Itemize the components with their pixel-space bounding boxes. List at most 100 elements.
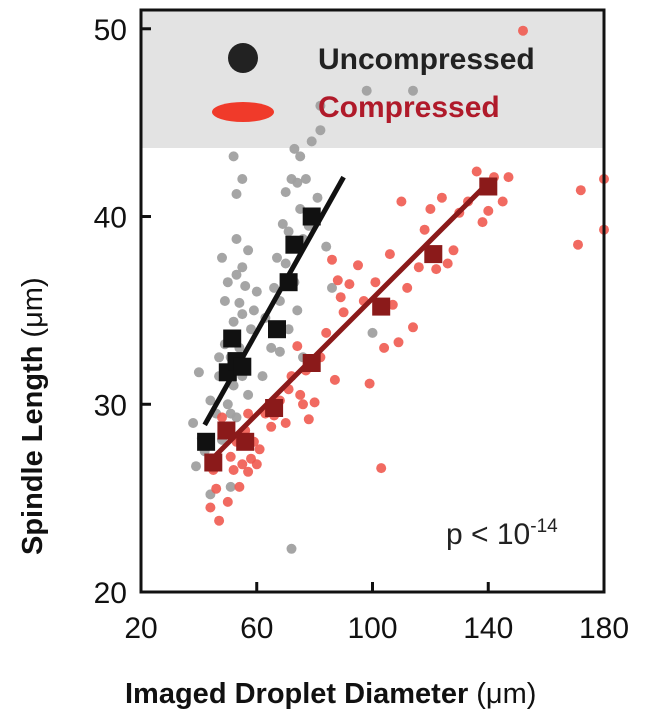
compressed-raw-point — [379, 342, 390, 353]
uncompressed-raw-point — [225, 481, 236, 492]
uncompressed-raw-point — [222, 277, 233, 288]
uncompressed-raw-point — [234, 297, 245, 308]
uncompressed-raw-point — [257, 371, 268, 382]
uncompressed-raw-point — [272, 252, 282, 263]
uncompressed-mean-marker — [285, 235, 304, 254]
uncompressed-mean-marker — [279, 273, 298, 292]
uncompressed-mean-marker — [268, 320, 286, 339]
x-tick-label: 100 — [347, 612, 397, 645]
compressed-raw-point — [573, 239, 583, 250]
uncompressed-raw-point — [277, 219, 288, 229]
x-axis-title: Imaged Droplet Diameter (μm) — [125, 678, 536, 710]
uncompressed-raw-point — [312, 192, 323, 203]
uncompressed-raw-point — [300, 174, 311, 184]
x-tick-label: 140 — [463, 612, 513, 645]
p-value-exponent: -14 — [530, 516, 558, 537]
uncompressed-raw-point — [280, 187, 291, 198]
uncompressed-raw-point — [361, 85, 372, 96]
compressed-raw-point — [471, 166, 482, 177]
y-tick-label: 40 — [94, 202, 127, 235]
uncompressed-raw-point — [295, 151, 306, 162]
compressed-raw-point — [228, 465, 239, 475]
compressed-raw-point — [338, 307, 349, 318]
legend-marker-compressed — [212, 102, 274, 122]
uncompressed-raw-point — [228, 316, 239, 327]
uncompressed-raw-point — [251, 286, 262, 297]
compressed-fit-line — [208, 180, 491, 463]
compressed-raw-point — [518, 25, 528, 36]
compressed-raw-point — [303, 414, 314, 425]
legend-band — [141, 10, 604, 148]
compressed-raw-point — [408, 322, 418, 333]
uncompressed-raw-point — [269, 282, 280, 293]
uncompressed-raw-point — [219, 296, 230, 306]
y-axis: 20 30 40 50 — [94, 14, 151, 610]
compressed-raw-point — [234, 481, 245, 492]
compressed-raw-point — [329, 374, 340, 385]
compressed-raw-point — [364, 378, 375, 389]
compressed-raw-point — [309, 397, 320, 408]
uncompressed-raw-point — [231, 269, 242, 280]
uncompressed-raw-point — [408, 85, 418, 96]
uncompressed-raw-point — [214, 352, 225, 363]
uncompressed-raw-point — [243, 389, 254, 400]
x-tick-label: 20 — [124, 612, 157, 645]
compressed-raw-point — [295, 389, 306, 400]
compressed-raw-point — [448, 245, 459, 256]
y-tick-label: 50 — [94, 14, 127, 47]
uncompressed-raw-point — [274, 346, 285, 357]
x-tick-label: 60 — [240, 612, 273, 645]
compressed-raw-point — [370, 277, 381, 288]
y-axis-title-unit: (μm) — [17, 277, 49, 337]
uncompressed-raw-point — [315, 125, 326, 136]
binned-means-layer — [197, 177, 498, 472]
y-tick-label: 20 — [94, 577, 127, 610]
compressed-raw-point — [335, 292, 346, 303]
uncompressed-raw-point — [266, 342, 277, 353]
uncompressed-mean-marker — [197, 432, 216, 451]
uncompressed-mean-marker — [233, 357, 252, 376]
compressed-raw-point — [483, 205, 494, 216]
uncompressed-raw-point — [321, 241, 332, 252]
compressed-raw-point — [292, 341, 303, 352]
compressed-raw-point — [266, 421, 277, 432]
uncompressed-raw-point — [283, 226, 294, 237]
compressed-raw-point — [225, 451, 236, 462]
compressed-raw-point — [237, 459, 248, 470]
compressed-mean-marker — [265, 399, 284, 417]
compressed-raw-point — [280, 418, 291, 428]
uncompressed-raw-point — [188, 418, 199, 428]
uncompressed-raw-point — [237, 262, 248, 273]
uncompressed-raw-point — [367, 327, 378, 338]
compressed-raw-point — [222, 496, 233, 507]
compressed-mean-marker — [372, 297, 391, 316]
uncompressed-raw-point — [246, 324, 256, 335]
compressed-raw-point — [387, 299, 398, 310]
uncompressed-raw-point — [292, 305, 303, 316]
compressed-mean-marker — [236, 432, 255, 451]
x-axis: 20 60 100 140 180 — [124, 582, 629, 645]
y-tick-label: 30 — [94, 389, 127, 422]
compressed-raw-point — [298, 399, 308, 410]
compressed-raw-point — [254, 444, 265, 455]
p-value-annotation: p < 10-14 — [446, 516, 558, 551]
uncompressed-raw-point — [222, 399, 233, 410]
compressed-raw-point — [327, 254, 337, 265]
uncompressed-raw-point — [240, 281, 251, 291]
uncompressed-mean-marker — [223, 329, 242, 348]
uncompressed-raw-point — [283, 324, 294, 335]
compressed-raw-point — [402, 282, 413, 293]
legend-label-compressed: Compressed — [318, 91, 500, 124]
compressed-raw-point — [436, 192, 447, 203]
compressed-raw-point — [384, 249, 395, 260]
compressed-raw-point — [344, 279, 355, 290]
compressed-raw-point — [497, 196, 508, 207]
uncompressed-raw-point — [243, 245, 254, 256]
uncompressed-raw-point — [228, 151, 239, 162]
compressed-raw-point — [243, 466, 254, 477]
compressed-raw-point — [425, 204, 436, 214]
compressed-raw-point — [376, 463, 387, 474]
uncompressed-raw-point — [292, 177, 303, 188]
compressed-raw-point — [413, 262, 424, 273]
compressed-mean-marker — [204, 453, 223, 472]
